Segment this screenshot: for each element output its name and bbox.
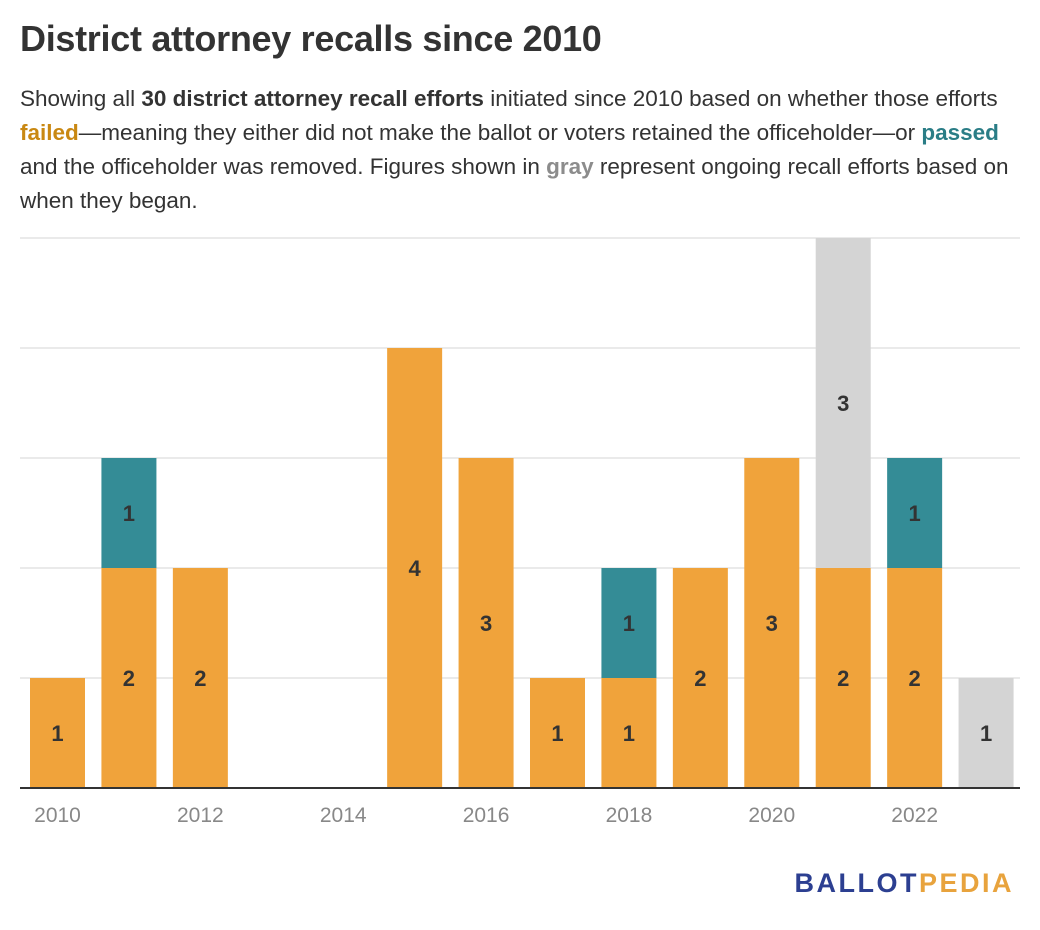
x-tick-label: 2020 (748, 804, 795, 827)
data-label-passed-2018: 1 (623, 611, 635, 636)
data-label-passed-2011: 1 (123, 501, 135, 526)
bar-ongoing-2021 (815, 238, 871, 568)
data-label-ongoing-2021: 3 (837, 391, 849, 416)
bar-failed-2018 (601, 678, 657, 788)
bar-ongoing-2023 (958, 678, 1014, 788)
bar-failed-2011 (101, 568, 157, 788)
data-label-failed-2016: 3 (480, 611, 492, 636)
bar-failed-2020 (744, 458, 800, 788)
chart-title: District attorney recalls since 2010 (20, 18, 602, 59)
bar-chart: 1 2 1 2 4 3 1 1 1 2 3 2 3 2 1 1 2010 2012 2014 2016 2018 2020… (20, 237, 1020, 827)
data-label-failed-2022: 2 (909, 666, 921, 691)
bar-passed-2018 (601, 568, 657, 678)
subtitle-text: Showing all (20, 86, 142, 111)
data-label-passed-2022: 1 (909, 501, 921, 526)
bar-failed-2017 (530, 678, 585, 788)
subtitle-text: represent ongoing recall efforts based o… (20, 154, 1009, 213)
subtitle-text: initiated since 2010 based on whether th… (483, 86, 998, 111)
bar-failed-2016 (458, 458, 514, 788)
bar-failed-2022 (887, 568, 943, 788)
data-label-failed-2015: 4 (409, 556, 422, 581)
data-label-failed-2019: 2 (694, 666, 706, 691)
bar-failed-2015 (387, 348, 443, 788)
x-tick-label: 2010 (34, 804, 81, 827)
legend-failed: failed (20, 120, 79, 145)
subtitle-text: and the officeholder was removed. Figure… (20, 154, 547, 179)
bar-failed-2021 (815, 568, 871, 788)
bar-failed-2010 (30, 678, 85, 788)
bar-failed-2019 (672, 568, 728, 788)
data-label-failed-2017: 1 (551, 721, 563, 746)
legend-ongoing: gray (546, 154, 594, 179)
x-tick-label: 2012 (177, 804, 224, 827)
data-label-failed-2020: 3 (766, 611, 778, 636)
data-label-failed-2021: 2 (837, 666, 849, 691)
x-tick-label: 2022 (891, 804, 938, 827)
chart-subtitle: Showing all 30 district attorney recall … (20, 82, 1025, 218)
bar-failed-2012 (172, 568, 228, 788)
x-tick-label: 2014 (320, 804, 367, 827)
ballotpedia-logo: BALLOTPEDIA (794, 868, 1014, 898)
legend-passed: passed (921, 120, 999, 145)
x-tick-label: 2016 (463, 804, 510, 827)
data-label-failed-2010: 1 (51, 721, 63, 746)
data-label-failed-2011: 2 (123, 666, 135, 691)
data-label-ongoing-2023: 1 (980, 721, 992, 746)
bar-passed-2022 (887, 458, 943, 568)
subtitle-text: —meaning they either did not make the ba… (78, 120, 922, 145)
data-label-failed-2012: 2 (194, 666, 206, 691)
data-label-failed-2018: 1 (623, 721, 635, 746)
x-tick-label: 2018 (606, 804, 653, 827)
subtitle-total-efforts: 30 district attorney recall efforts (141, 86, 484, 111)
bar-passed-2011 (101, 458, 157, 568)
